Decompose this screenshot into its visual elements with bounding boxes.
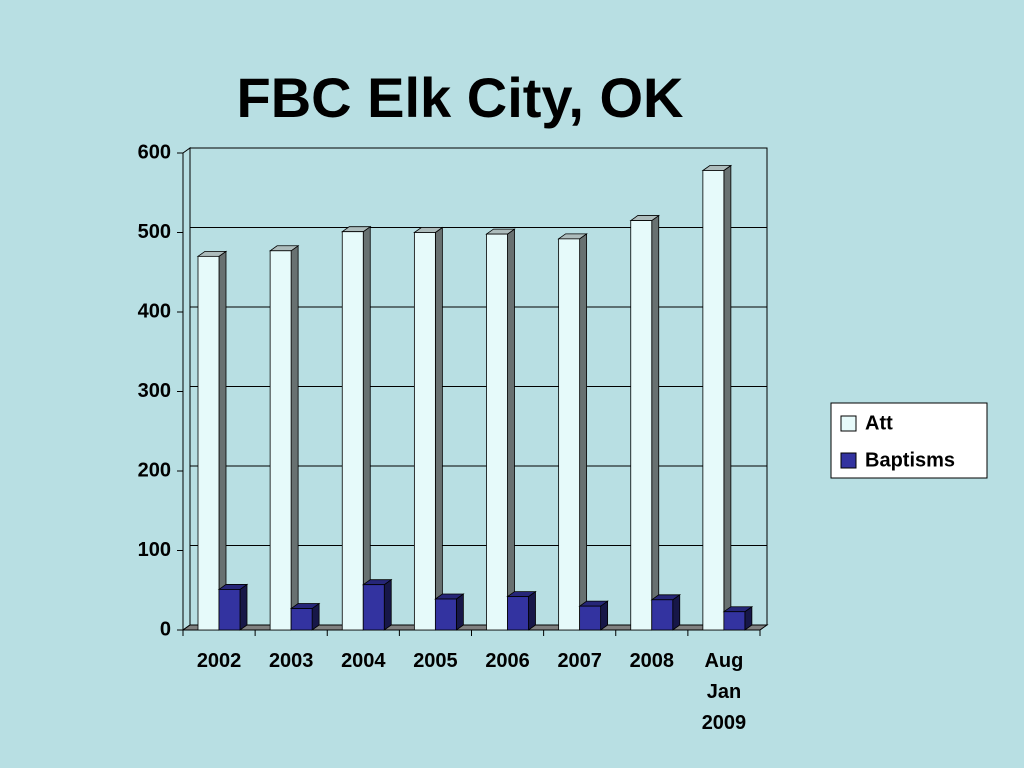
x-tick-label: 2003: [268, 650, 314, 672]
bar-side: [651, 214, 660, 631]
bar: [507, 596, 529, 631]
bar-side: [455, 593, 464, 631]
bar-side: [528, 590, 536, 631]
y-tick-label: 600: [138, 141, 171, 163]
bar: [269, 250, 292, 631]
legend-swatch: [840, 415, 857, 432]
bar-group: [434, 593, 465, 631]
x-tick-label: 2006: [485, 650, 530, 672]
bar-group: [196, 250, 228, 631]
bar: [579, 605, 602, 631]
bar-side: [723, 164, 732, 631]
bar: [413, 232, 436, 631]
y-tick-label: 200: [138, 459, 171, 481]
bar-group: [650, 594, 681, 631]
x-tick-label: Aug Jan 2009: [701, 650, 747, 734]
bar-group: [629, 214, 660, 631]
bar-side: [218, 250, 227, 631]
bar: [723, 611, 746, 631]
bar-side: [239, 583, 248, 631]
bar-group: [722, 605, 754, 631]
chart-title: FBC Elk City, OK: [236, 66, 683, 129]
y-tick-label: 500: [138, 221, 171, 243]
bar-group: [557, 233, 588, 631]
bar-group: [362, 578, 393, 631]
bar: [197, 255, 220, 631]
y-tick-label: 0: [160, 618, 171, 640]
bar-side: [383, 578, 392, 631]
x-tick-label: 2005: [413, 650, 458, 672]
bar-group: [413, 226, 444, 631]
y-tick-label: 400: [138, 300, 171, 322]
bar: [290, 608, 313, 631]
legend-label: Baptisms: [865, 449, 955, 471]
bar: [651, 599, 674, 631]
x-tick-label: 2008: [629, 650, 675, 672]
bar-side: [290, 245, 299, 631]
bar-side: [434, 226, 443, 631]
x-tick-label: 2007: [557, 650, 602, 672]
x-tick-label: 2004: [341, 650, 386, 672]
bar-group: [289, 602, 321, 631]
bar-side: [579, 233, 588, 631]
bar: [218, 589, 241, 631]
legend-swatch: [840, 452, 857, 469]
bar-side: [507, 228, 515, 631]
bar: [630, 220, 653, 631]
y-tick-label: 100: [138, 539, 171, 561]
side-wall: [182, 147, 191, 631]
bar: [486, 233, 508, 631]
bar-group: [578, 600, 609, 631]
y-tick-label: 300: [138, 380, 171, 402]
bar: [558, 238, 581, 631]
bar-group: [506, 590, 537, 631]
legend-label: Att: [865, 412, 893, 434]
bar: [341, 231, 364, 631]
legend-box: [830, 402, 988, 479]
bar-group: [485, 228, 516, 631]
bar-side: [362, 225, 371, 631]
bar-group: [217, 583, 249, 631]
bar-group: [701, 164, 733, 631]
bar: [702, 170, 725, 631]
x-tick-label: 2002: [196, 650, 242, 672]
bar: [362, 584, 385, 631]
bar-group: [268, 245, 300, 631]
bar-side: [672, 594, 681, 631]
bar: [434, 598, 457, 631]
bar-group: [341, 225, 372, 631]
